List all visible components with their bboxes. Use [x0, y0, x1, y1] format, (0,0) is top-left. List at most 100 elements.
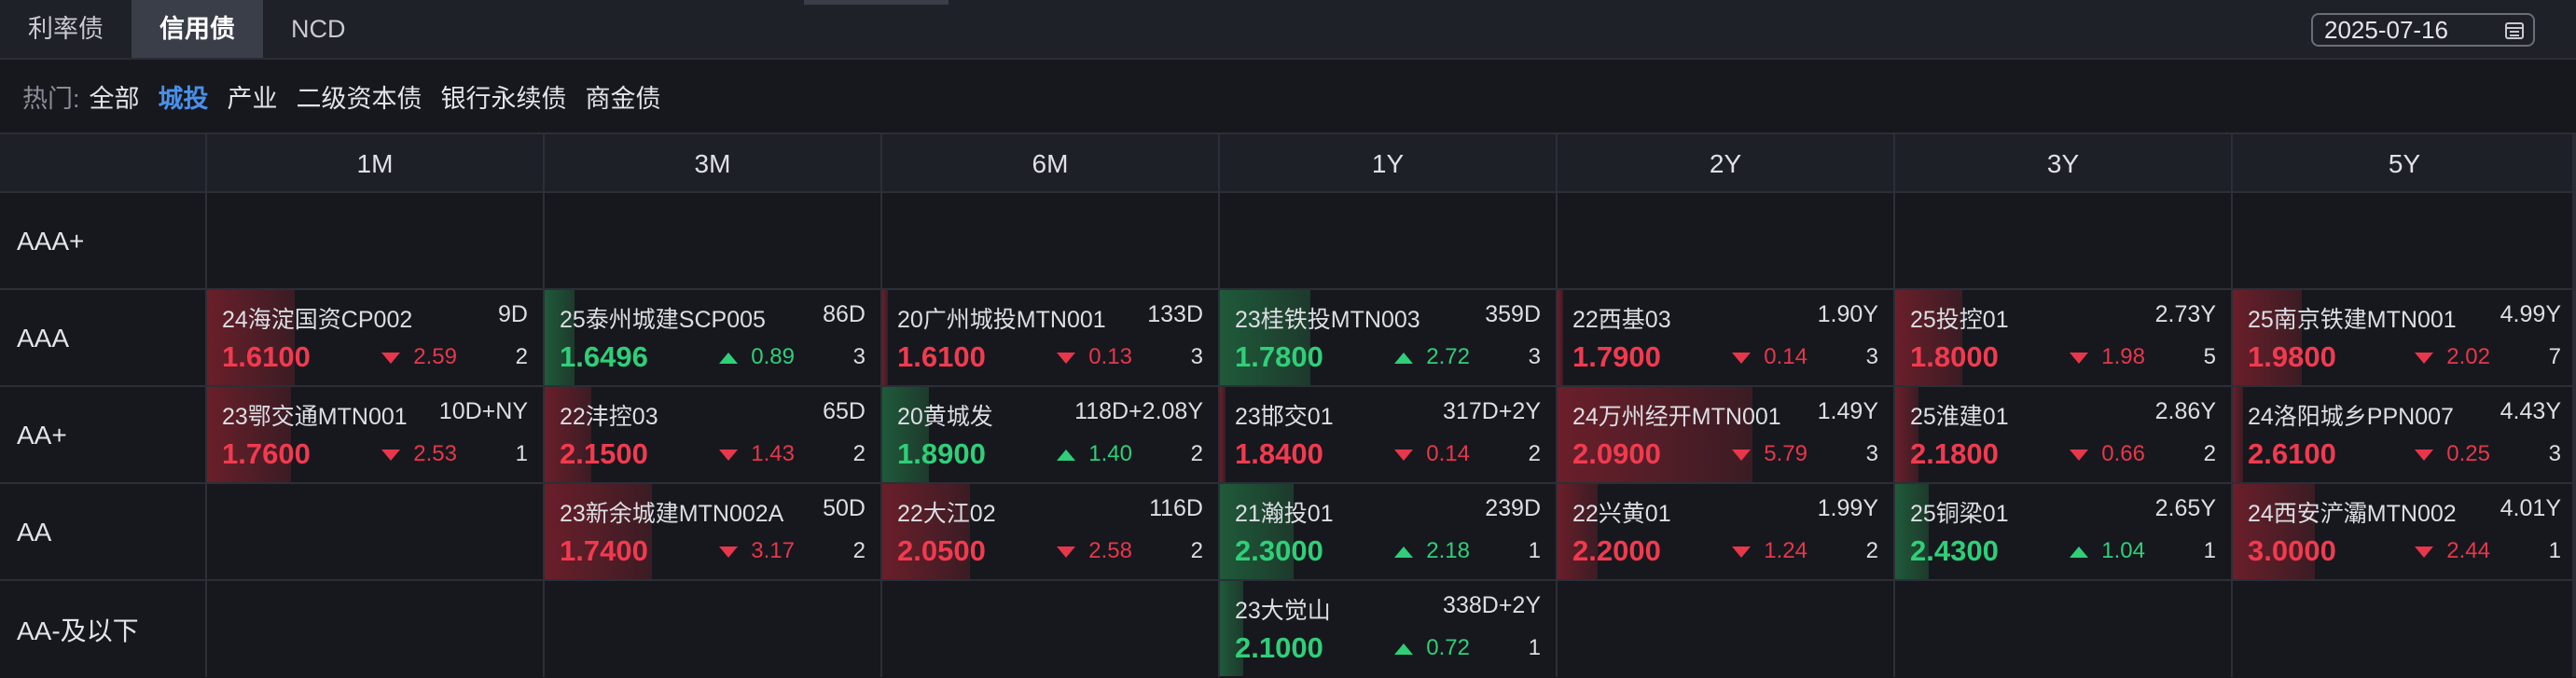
tenor-header-row: 1M 3M 6M 1Y 2Y 3Y 5Y	[0, 132, 2576, 193]
tenor-header-5y: 5Y	[2231, 134, 2576, 193]
bond-cell[interactable]: 23大觉山 338D+2Y 2.1000 0.72 1	[1220, 581, 1556, 676]
yield-change: 2.44	[2415, 538, 2490, 564]
bond-cell[interactable]: 25泰州城建SCP005 86D 1.6496 0.89 3	[545, 290, 880, 385]
remaining-term: 86D	[823, 301, 866, 327]
remaining-term: 1.99Y	[1817, 495, 1878, 521]
bond-cell[interactable]: 24万州经开MTN001 1.49Y 2.0900 5.79 3	[1558, 387, 1893, 482]
filter-tier2-capital[interactable]: 二级资本债	[296, 84, 422, 113]
change-heat-bar	[1220, 484, 1294, 579]
yield-change: 2.53	[381, 441, 457, 467]
yield-change: 1.24	[1732, 538, 1807, 564]
bond-name: 23新余城建MTN002A	[560, 501, 784, 527]
remaining-term: 118D+2.08Y	[1074, 398, 1203, 424]
column-divider	[2231, 132, 2233, 677]
bond-cell[interactable]: 25淮建01 2.86Y 2.1800 0.66 2	[1895, 387, 2231, 482]
bond-cell[interactable]: 22兴黄01 1.99Y 2.2000 1.24 2	[1558, 484, 1893, 579]
change-heat-bar	[1558, 387, 1752, 482]
yield-value: 1.8000	[1910, 340, 1999, 373]
bond-cell[interactable]: 23桂铁投MTN003 359D 1.7800 2.72 3	[1220, 290, 1556, 385]
rating-label-aa: AA	[17, 518, 52, 547]
row-divider	[0, 288, 2576, 290]
triangle-down-icon	[2415, 352, 2434, 364]
change-heat-bar	[1220, 290, 1310, 385]
bond-cell[interactable]: 24西安浐灞MTN002 4.01Y 3.0000 2.44 1	[2233, 484, 2576, 579]
bond-cell[interactable]: 22西基03 1.90Y 1.7900 0.14 3	[1558, 290, 1893, 385]
tenor-header-3y: 3Y	[1893, 134, 2231, 193]
bond-cell[interactable]: 22沣控03 65D 2.1500 1.43 2	[545, 387, 880, 482]
yield-value: 2.0500	[897, 534, 986, 567]
bond-cell[interactable]: 23鄂交通MTN001 10D+NY 1.7600 2.53 1	[207, 387, 543, 482]
vertical-scrollbar[interactable]	[2572, 132, 2576, 677]
trade-count: 5	[2203, 344, 2216, 369]
yield-value: 1.7600	[222, 437, 311, 470]
bond-name: 25泰州城建SCP005	[560, 307, 766, 333]
yield-value: 1.8900	[897, 437, 986, 470]
calendar-icon[interactable]	[2505, 21, 2524, 39]
triangle-down-icon	[1057, 352, 1076, 364]
tab-ncd[interactable]: NCD	[291, 15, 346, 43]
change-heat-bar	[1220, 387, 1226, 482]
triangle-down-icon	[1732, 352, 1752, 364]
yield-value: 1.7400	[560, 534, 648, 567]
bond-name: 22沣控03	[560, 404, 658, 430]
bond-cell[interactable]: 25投控01 2.73Y 1.8000 1.98 5	[1895, 290, 2231, 385]
bond-cell[interactable]: 24海淀国资CP002 9D 1.6100 2.59 2	[207, 290, 543, 385]
tab-rate-bond[interactable]: 利率债	[28, 15, 104, 43]
yield-change: 3.17	[719, 538, 795, 564]
yield-change: 5.79	[1732, 441, 1807, 467]
yield-change: 0.66	[2070, 441, 2145, 467]
yield-change: 1.04	[2070, 538, 2145, 564]
bond-name: 23桂铁投MTN003	[1235, 307, 1420, 333]
yield-change: 2.18	[1394, 538, 1470, 564]
trade-count: 3	[852, 344, 866, 369]
yield-change: 2.59	[381, 344, 457, 370]
triangle-down-icon	[1057, 546, 1076, 558]
bond-cell[interactable]: 24洛阳城乡PPN007 4.43Y 2.6100 0.25 3	[2233, 387, 2576, 482]
yield-change-value: 1.98	[2101, 344, 2145, 369]
triangle-down-icon	[381, 352, 401, 364]
remaining-term: 116D	[1149, 495, 1203, 521]
yield-change-value: 0.72	[1426, 635, 1470, 660]
bond-cell[interactable]: 20黄城发 118D+2.08Y 1.8900 1.40 2	[882, 387, 1218, 482]
tab-credit-bond[interactable]: 信用债	[132, 0, 263, 58]
triangle-up-icon	[1394, 546, 1414, 558]
filter-bank-perpetual[interactable]: 银行永续债	[440, 84, 567, 113]
yield-value: 2.1500	[560, 437, 648, 470]
bond-cell[interactable]: 20广州城投MTN001 133D 1.6100 0.13 3	[882, 290, 1218, 385]
yield-change-value: 2.58	[1088, 538, 1132, 563]
triangle-down-icon	[2070, 352, 2089, 364]
yield-value: 1.9800	[2248, 340, 2336, 373]
column-divider	[1218, 132, 1220, 677]
bond-name: 25南京铁建MTN001	[2248, 307, 2457, 333]
filter-industry[interactable]: 产业	[227, 84, 278, 113]
yield-change-value: 2.53	[413, 441, 457, 466]
triangle-down-icon	[719, 546, 739, 558]
date-value: 2025-07-16	[2324, 15, 2448, 44]
yield-value: 1.6100	[897, 340, 986, 373]
bond-cell[interactable]: 23邯交01 317D+2Y 1.8400 0.14 2	[1220, 387, 1556, 482]
change-heat-bar	[545, 387, 591, 482]
yield-change: 0.89	[719, 344, 795, 370]
hot-label: 热门:	[22, 84, 80, 113]
filter-all[interactable]: 全部	[89, 84, 140, 113]
bond-cell[interactable]: 23新余城建MTN002A 50D 1.7400 3.17 2	[545, 484, 880, 579]
date-picker[interactable]: 2025-07-16	[2311, 13, 2535, 47]
change-heat-bar	[1895, 290, 1962, 385]
bond-cell[interactable]: 25铜梁01 2.65Y 2.4300 1.04 1	[1895, 484, 2231, 579]
trade-count: 2	[852, 538, 866, 563]
change-heat-bar	[2233, 387, 2243, 482]
triangle-up-icon	[719, 352, 739, 364]
bond-cell[interactable]: 21瀚投01 239D 2.3000 2.18 1	[1220, 484, 1556, 579]
remaining-term: 65D	[823, 398, 866, 424]
filter-chengtou[interactable]: 城投	[158, 84, 209, 113]
column-divider	[205, 132, 207, 677]
triangle-down-icon	[2415, 449, 2434, 461]
filter-commercial-finance[interactable]: 商金债	[585, 84, 661, 113]
tenor-header-3m: 3M	[543, 134, 880, 193]
change-heat-bar	[1558, 484, 1598, 579]
bond-cell[interactable]: 22大江02 116D 2.0500 2.58 2	[882, 484, 1218, 579]
bond-cell[interactable]: 25南京铁建MTN001 4.99Y 1.9800 2.02 7	[2233, 290, 2576, 385]
trade-count: 2	[2203, 441, 2216, 466]
yield-value: 2.2000	[1572, 534, 1661, 567]
bond-name: 23大觉山	[1235, 598, 1331, 624]
